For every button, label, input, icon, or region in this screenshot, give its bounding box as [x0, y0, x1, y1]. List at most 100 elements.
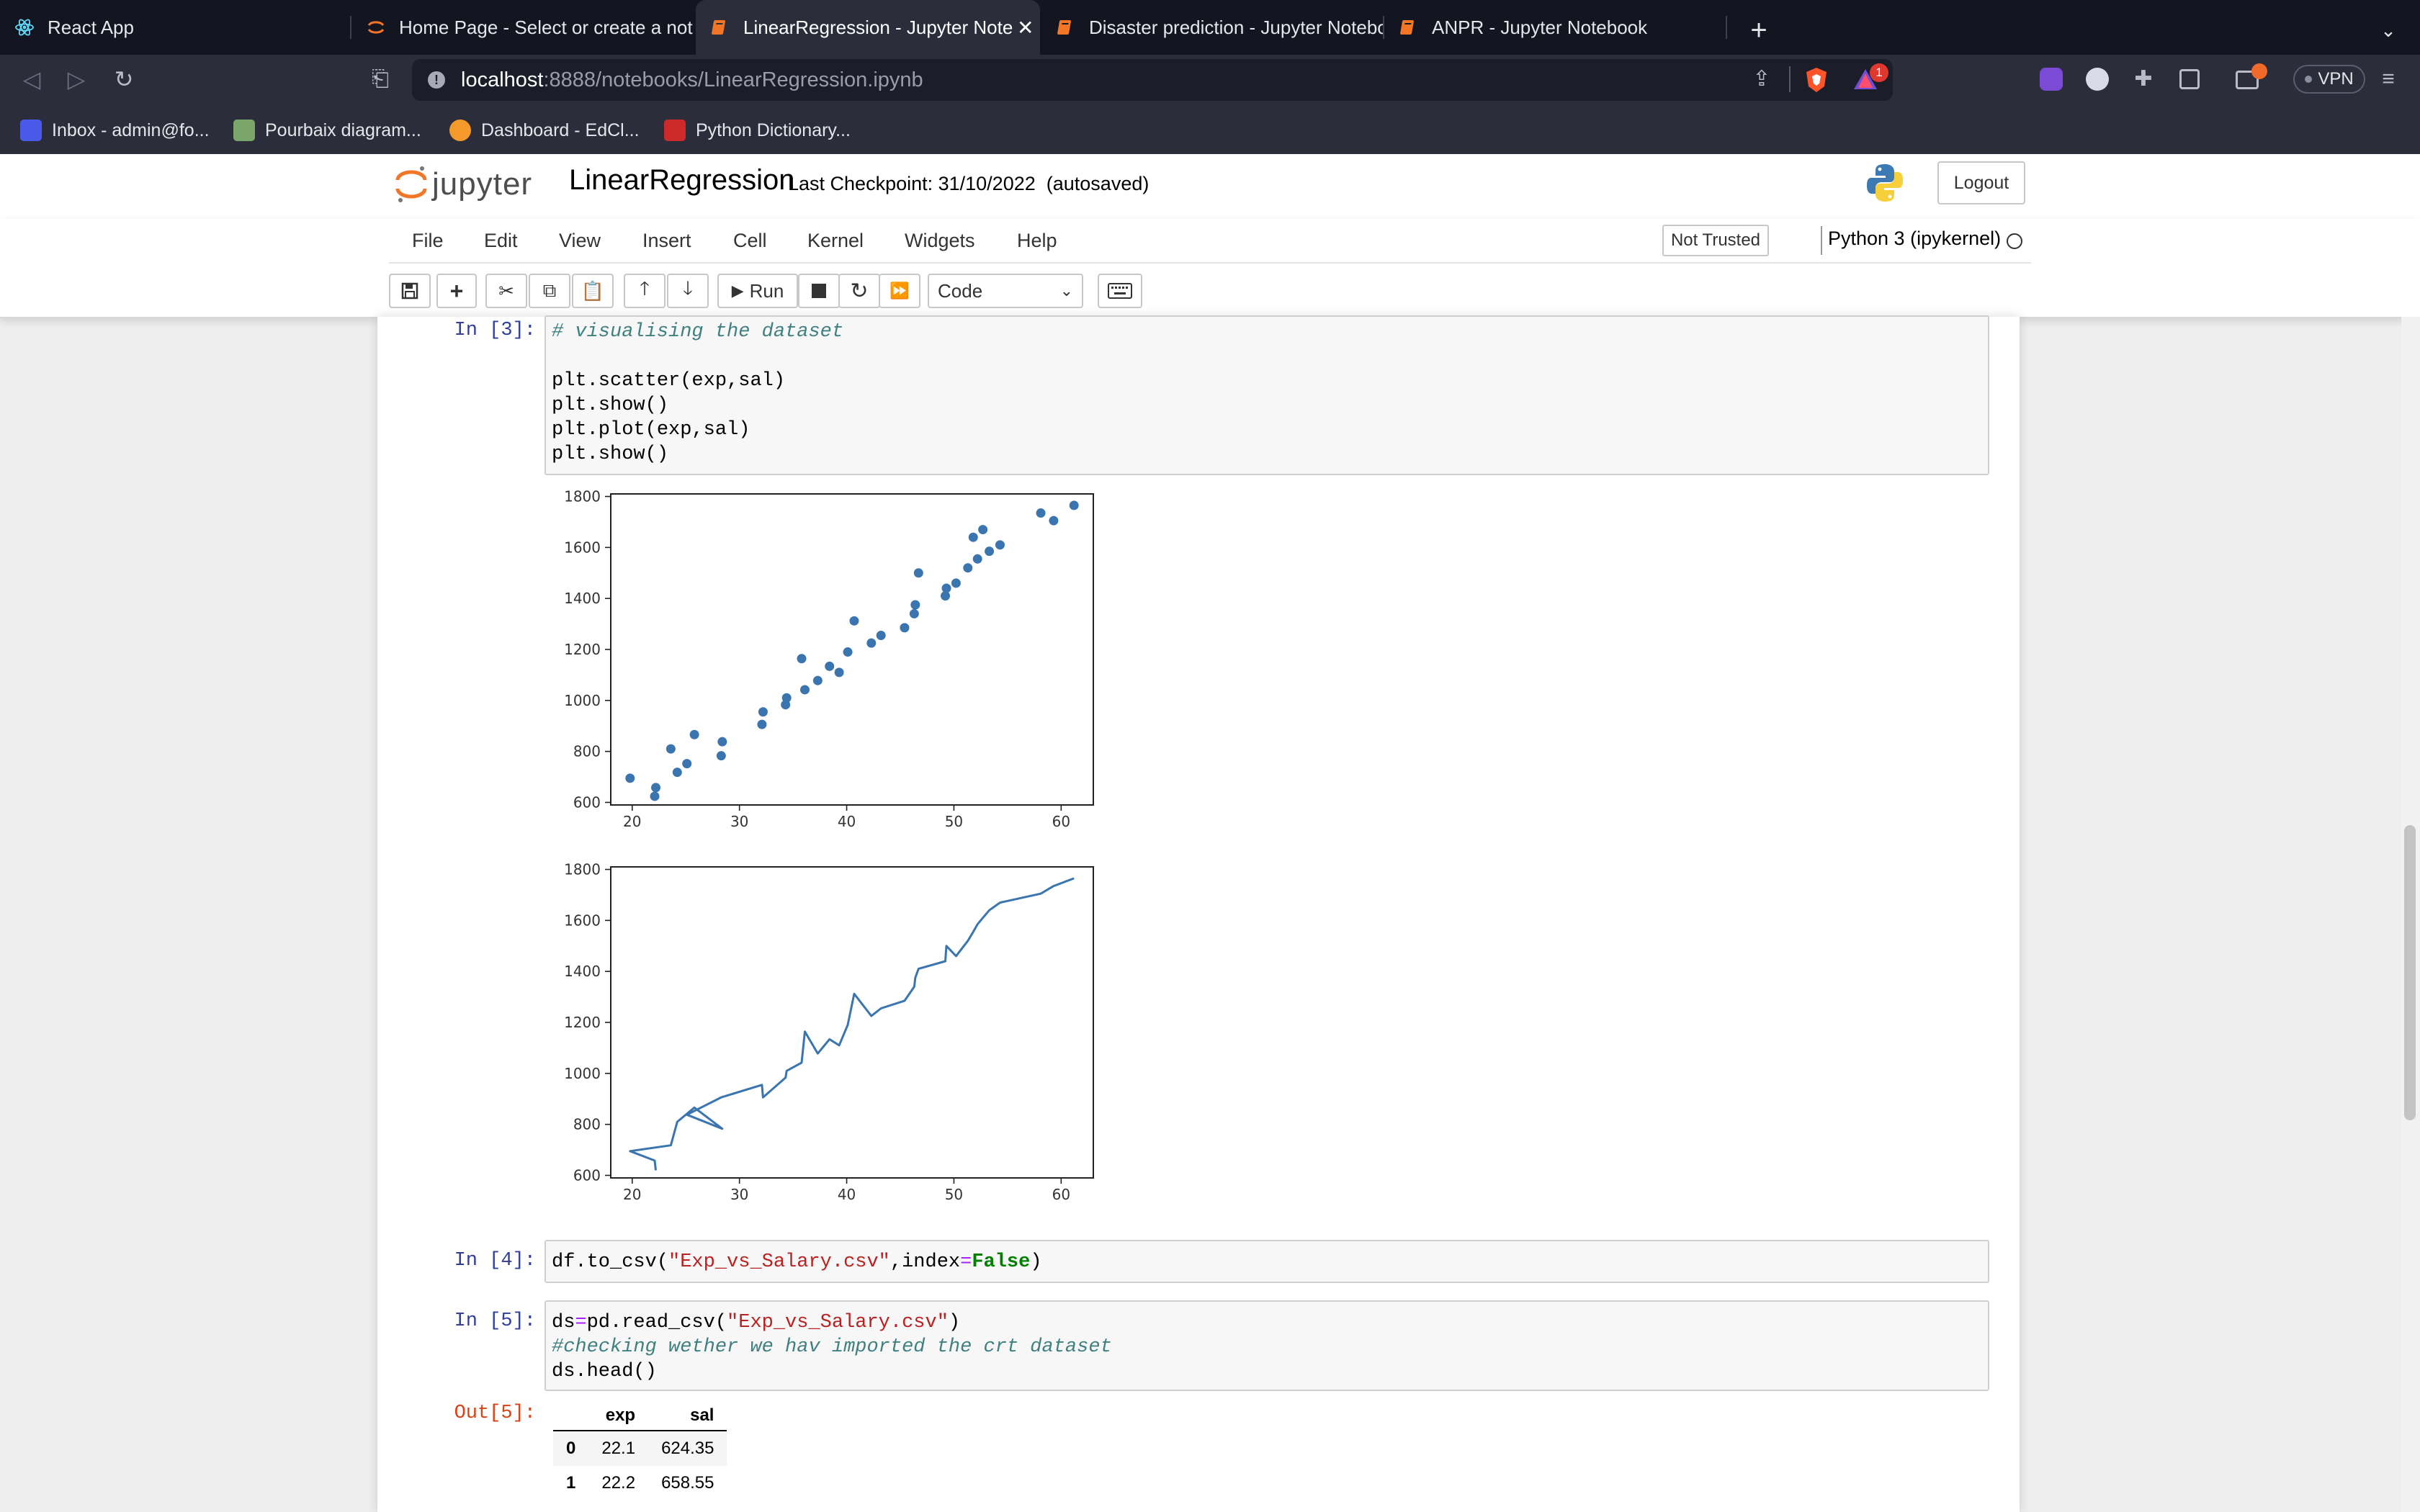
bookmark-pourbaix[interactable]: Pourbaix diagram...	[233, 107, 421, 154]
back-icon[interactable]: ◁	[22, 66, 41, 92]
jupyter-logo-text: jupyter	[432, 166, 533, 202]
cell-type-select[interactable]: Code ⌄	[928, 274, 1083, 308]
menu-insert[interactable]: Insert	[642, 230, 691, 251]
menu-cell[interactable]: Cell	[733, 230, 767, 251]
vpn-label: VPN	[2318, 69, 2354, 89]
jupyter-logo[interactable]: jupyter	[395, 161, 532, 207]
code-line: ​	[546, 344, 1988, 369]
menu-icon[interactable]: ≡	[2382, 67, 2395, 91]
insert-cell-button[interactable]: +	[436, 274, 477, 308]
jupyter-header	[0, 154, 2420, 219]
scatter-plot: 20 30 40 50 60 600 800 1000 1200 1400 1600 1800	[564, 488, 1094, 830]
move-up-button[interactable]: 🡑	[624, 274, 666, 308]
forward-icon[interactable]: ▷	[67, 66, 86, 92]
x-tick-label: 50	[945, 813, 963, 830]
save-button[interactable]	[389, 274, 431, 308]
copy-button[interactable]: ⧉	[529, 274, 570, 308]
code-token: ,index	[889, 1251, 961, 1273]
cell-4-code[interactable]: df.to_csv("Exp_vs_Salary.csv",index=Fals…	[544, 1240, 1989, 1283]
y-tick-label: 1800	[564, 861, 601, 878]
scatter-point	[913, 568, 923, 578]
scatter-point	[672, 768, 682, 778]
cell-5-code[interactable]: ds=pd.read_csv("Exp_vs_Salary.csv") #che…	[544, 1300, 1989, 1391]
url-text[interactable]: localhost:8888/notebooks/LinearRegressio…	[461, 66, 923, 94]
bookmark-icon[interactable]: ⎗	[372, 67, 389, 91]
cell-5-output-prompt: Out[5]:	[454, 1403, 536, 1424]
paste-button[interactable]: 📋	[572, 274, 614, 308]
close-tab-icon[interactable]: ✕	[1017, 16, 1034, 39]
restart-button[interactable]: ↻	[838, 274, 880, 308]
tab-home-page[interactable]: Home Page - Select or create a notebook	[351, 0, 693, 55]
cell-type-value: Code	[938, 279, 983, 302]
sidebar-toggle-icon[interactable]	[2179, 69, 2200, 89]
menu-help[interactable]: Help	[1017, 230, 1057, 251]
extension-icon[interactable]	[2040, 68, 2063, 91]
brave-shield-icon[interactable]	[1803, 66, 1829, 94]
vpn-button[interactable]: VPN	[2293, 65, 2365, 94]
scatter-point	[717, 737, 727, 747]
column-header: exp	[588, 1401, 649, 1431]
code-token: pd.read_csv(	[586, 1312, 727, 1333]
interrupt-button[interactable]	[798, 274, 840, 308]
tab-label: Home Page - Select or create a notebook	[399, 16, 693, 38]
move-down-button[interactable]: 🡓	[667, 274, 709, 308]
page-scrollbar-thumb[interactable]	[2404, 825, 2416, 1120]
command-palette-button[interactable]	[1098, 274, 1142, 308]
tab-linear-regression[interactable]: LinearRegression - Jupyter Notebook ✕	[696, 0, 1040, 55]
fast-forward-icon: ⏩	[889, 282, 910, 300]
y-tick-label: 600	[573, 793, 601, 811]
play-icon: ▶	[731, 282, 744, 300]
new-tab-icon[interactable]: +	[1750, 14, 1767, 46]
notebook-icon	[712, 20, 725, 35]
bookmark-python-dictionary[interactable]: Python Dictionary...	[664, 107, 851, 154]
dashboard-icon	[449, 120, 471, 141]
restart-run-all-button[interactable]: ⏩	[879, 274, 920, 308]
scatter-point	[900, 623, 910, 633]
menu-edit[interactable]: Edit	[484, 230, 518, 251]
run-button[interactable]: ▶ Run	[717, 274, 798, 308]
scatter-point	[995, 540, 1005, 550]
tab-react-app[interactable]: React App	[0, 0, 350, 55]
brave-rewards-icon[interactable]	[1852, 66, 1881, 94]
tab-label: ANPR - Jupyter Notebook	[1432, 16, 1648, 38]
menu-file[interactable]: File	[412, 230, 444, 251]
x-tick-label: 30	[730, 813, 748, 830]
y-tick-label: 1000	[564, 1065, 601, 1082]
address-bar[interactable]	[412, 59, 1893, 101]
menu-kernel[interactable]: Kernel	[807, 230, 864, 251]
notebook-icon	[1057, 20, 1071, 35]
tab-anpr[interactable]: ANPR - Jupyter Notebook	[1384, 0, 1726, 55]
reload-icon[interactable]: ↻	[114, 66, 134, 92]
share-icon[interactable]: ⇪	[1752, 67, 1771, 91]
cut-button[interactable]: ✂	[485, 274, 527, 308]
row-index: 0	[566, 1439, 576, 1458]
bookmark-dashboard[interactable]: Dashboard - EdCl...	[449, 107, 640, 154]
site-info-icon[interactable]: !	[428, 71, 445, 89]
tab-list-chevron-icon[interactable]: ⌄	[2380, 19, 2396, 41]
not-trusted-button[interactable]: Not Trusted	[1662, 225, 1769, 256]
scatter-point	[968, 532, 978, 542]
index-header	[553, 1401, 589, 1431]
scatter-point	[909, 608, 919, 618]
code-keyword: False	[972, 1251, 1031, 1273]
scatter-point	[716, 751, 726, 761]
code-line: plt.scatter(exp,sal)	[552, 370, 786, 392]
logout-button[interactable]: Logout	[1937, 161, 2025, 204]
extension-play-icon[interactable]	[2086, 68, 2109, 91]
cell-3-code[interactable]: # visualising the dataset ​ plt.scatter(…	[544, 315, 1989, 475]
jupyter-logo-icon	[395, 166, 427, 202]
y-tick-label: 800	[573, 743, 601, 760]
x-tick-label: 40	[838, 813, 856, 830]
extensions-puzzle-icon[interactable]: ✚	[2134, 67, 2153, 91]
menu-view[interactable]: View	[559, 230, 601, 251]
scatter-point	[781, 700, 791, 710]
kernel-name[interactable]: Python 3 (ipykernel)	[1828, 228, 2002, 249]
scissors-icon: ✂	[498, 279, 514, 302]
wallet-icon[interactable]	[2236, 71, 2259, 89]
menu-widgets[interactable]: Widgets	[905, 230, 975, 251]
bookmark-inbox[interactable]: Inbox - admin@fo...	[20, 107, 210, 154]
tab-disaster-prediction[interactable]: Disaster prediction - Jupyter Notebook	[1041, 0, 1383, 55]
tab-label: React App	[48, 16, 134, 38]
run-label: Run	[749, 279, 784, 302]
notebook-name[interactable]: LinearRegression	[569, 164, 795, 196]
